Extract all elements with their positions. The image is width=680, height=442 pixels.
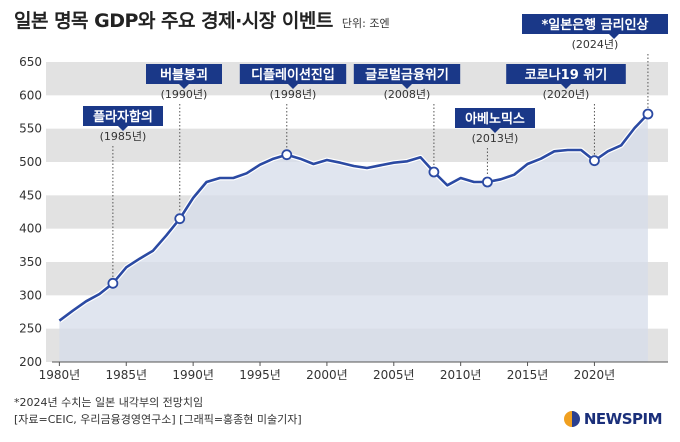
newspim-logo: NEWSPIM [563, 410, 663, 428]
annotation-marker [281, 149, 293, 161]
annotation-year: (2020년) [543, 88, 590, 101]
annotation-box [239, 64, 347, 84]
chart-title-block: 일본 명목 GDP와 주요 경제·시장 이벤트 단위: 조엔 [14, 6, 390, 33]
x-tick-label: 2015년 [507, 368, 549, 382]
annotation-year: (1985년) [100, 130, 147, 143]
line-layer [57, 112, 650, 323]
annotation-marker [642, 108, 654, 120]
x-axis: 1980년 1985년 1990년 1995년 2000년 2005년 2010년 2015년… [39, 361, 668, 382]
annotation-year: (1998년) [270, 88, 317, 101]
annotation-year: (2008년) [384, 88, 431, 101]
annotation-year: (2013년) [472, 132, 519, 145]
y-tick-label: 200 [19, 355, 42, 369]
footnote-estimate: *2024년 수치는 일본 내각부의 전망치임 [14, 396, 204, 409]
annotation-label: *일본은행 금리인상 [541, 17, 648, 33]
annotation-pointer [179, 84, 189, 89]
annotation-year: (2024년) [572, 38, 619, 51]
annotation-marker [482, 176, 493, 188]
x-tick-label: 1985년 [105, 368, 147, 382]
annotation-label: 코로나19 위기 [525, 67, 607, 83]
footnote-source: [자료=CEIC, 우리금융경영연구소] [그래픽=홍종현 미술기자] [14, 413, 302, 426]
annotation-pointer [288, 84, 298, 89]
y-tick-label: 650 [19, 55, 42, 69]
annotation-leader-lines [112, 54, 649, 278]
annotation-label: 디플레이션진입 [251, 67, 335, 83]
x-tick-label: 1990년 [172, 368, 214, 382]
x-tick-label: 2000년 [306, 368, 348, 382]
x-tick-label: 2020년 [574, 368, 616, 382]
x-tick-label: 1995년 [239, 368, 281, 382]
annotation-marker [428, 166, 440, 178]
annotation-box [522, 14, 668, 34]
annotation-marker [107, 277, 119, 289]
y-tick-label: 500 [19, 155, 42, 169]
x-tick-label: 2010년 [440, 368, 482, 382]
annotation-pointer [561, 84, 571, 89]
annotation-box [506, 64, 626, 84]
area-layer [59, 114, 648, 362]
y-tick-label: 300 [19, 288, 42, 302]
chart-title: 일본 명목 GDP와 주요 경제·시장 이벤트 [14, 10, 333, 32]
y-tick-label: 250 [19, 322, 42, 336]
annotation-box [455, 108, 535, 128]
y-tick-label: 550 [19, 122, 42, 136]
gdp-area [59, 114, 648, 362]
y-tick-label: 350 [19, 255, 42, 269]
annotation-pointer [118, 126, 128, 131]
annotation-box [353, 64, 461, 84]
annotation-pointer [402, 84, 412, 89]
x-tick-label: 1980년 [39, 368, 81, 382]
y-tick-label: 600 [19, 88, 42, 102]
gdp-line [58, 113, 649, 322]
annotation-marker [589, 155, 600, 167]
y-tick-label: 450 [19, 188, 42, 202]
y-tick-label: 400 [19, 222, 42, 236]
annotation-label: 버블붕괴 [160, 67, 208, 83]
annotation-box [146, 64, 222, 84]
annotation-callouts: 플라자합의 (1985년) 버블붕괴 (1990년) 디플레이션진입 (1998년) 글로벌… [83, 14, 668, 145]
annotation-pointer [609, 34, 619, 39]
annotation-box [83, 106, 163, 126]
logo-text: NEWSPIM [583, 410, 663, 428]
annotation-marker [174, 213, 186, 225]
newspim-logo-icon [563, 411, 580, 427]
annotation-year: (1990년) [161, 88, 208, 101]
annotation-label: 글로벌금융위기 [365, 67, 449, 83]
unit-label: 단위: 조엔 [341, 17, 390, 30]
annotation-markers [107, 108, 654, 289]
x-tick-label: 2005년 [373, 368, 415, 382]
annotation-label: 플라자합의 [93, 109, 153, 125]
annotation-pointer [490, 128, 500, 133]
annotation-label: 아베노믹스 [465, 111, 525, 127]
y-axis-labels: 200 250 300 350 400 450 500 550 600 650 [19, 55, 42, 369]
